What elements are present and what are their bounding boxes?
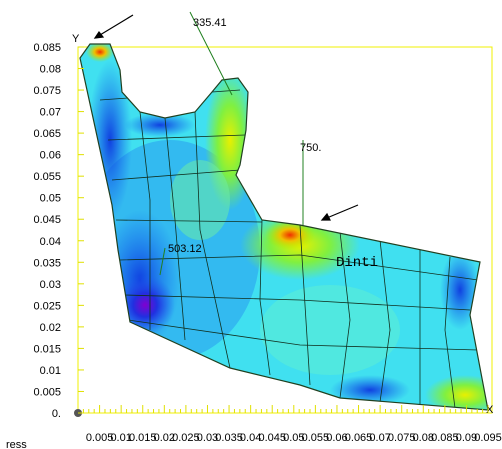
x-axis-label: X: [486, 404, 494, 416]
y-tick-label: 0.055: [33, 171, 61, 183]
y-axis-label: Y: [72, 33, 80, 45]
x-tick-label: 0.015: [129, 432, 157, 444]
x-tick-label: 0.065: [345, 432, 373, 444]
y-tick-label: 0.065: [33, 128, 61, 140]
y-tick-label: 0.07: [40, 107, 61, 119]
x-tick-label: 0.025: [172, 432, 200, 444]
contour-fill: [70, 40, 502, 420]
annotation: 503.12: [168, 243, 202, 255]
y-tick-label: 0.04: [40, 236, 61, 248]
x-tick-label: 0.045: [258, 432, 286, 444]
y-tick-label: 0.085: [33, 42, 61, 54]
x-tick-label: 0.085: [431, 432, 459, 444]
y-tick-label: 0.045: [33, 214, 61, 226]
x-tick-label: 0.055: [302, 432, 330, 444]
x-tick-label: 0.005: [86, 432, 114, 444]
y-tick-label: 0.005: [33, 386, 61, 398]
annotation: 750.: [300, 142, 321, 154]
y-tick-label: 0.06: [40, 150, 61, 162]
y-tick-label: 0.025: [33, 300, 61, 312]
x-tick-label: 0.095: [474, 432, 502, 444]
y-tick-label: 0.075: [33, 85, 61, 97]
y-tick-label: 0.015: [33, 343, 61, 355]
y-tick-label: 0.: [52, 408, 61, 420]
y-tick-label: 0.05: [40, 193, 61, 205]
annotation: Dinti: [336, 255, 378, 271]
y-tick-label: 0.08: [40, 64, 61, 76]
y-tick-label: 0.01: [40, 365, 61, 377]
x-tick-label: 0.075: [388, 432, 416, 444]
x-tick-label: 0.035: [215, 432, 243, 444]
y-tick-label: 0.035: [33, 257, 61, 269]
y-tick-label: 0.03: [40, 279, 61, 291]
legend-fragment: ress: [6, 439, 27, 449]
fea-plot: Y X 335.41 750. 503.12 Dinti ress 0. 0.00…: [0, 0, 502, 449]
annotation: 335.41: [193, 17, 227, 29]
y-tick-label: 0.02: [40, 322, 61, 334]
